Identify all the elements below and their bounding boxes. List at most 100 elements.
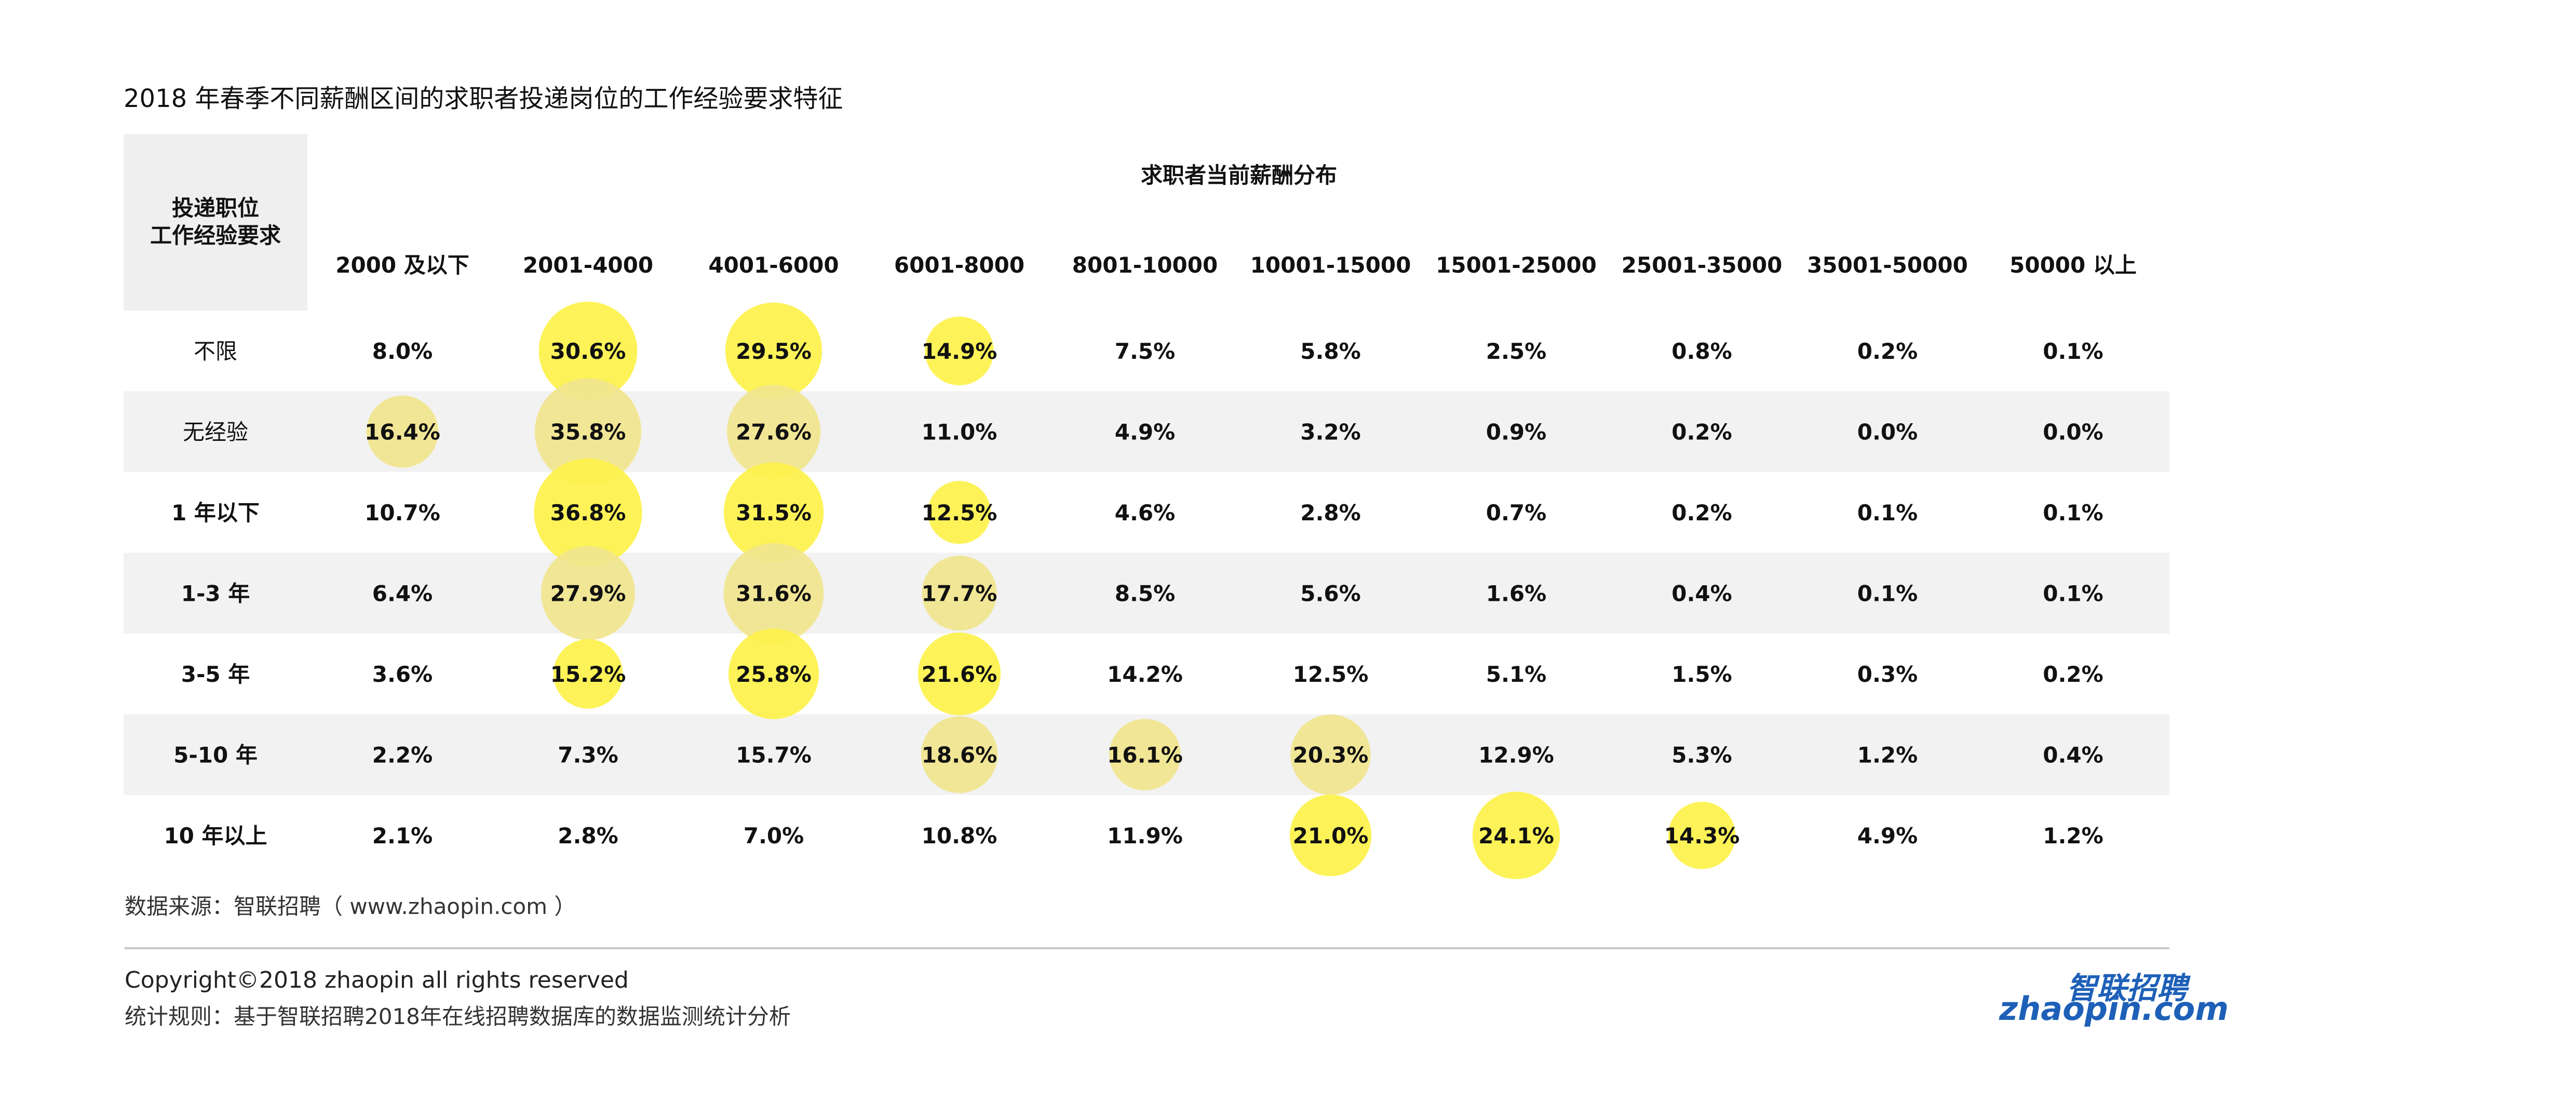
value-label: 31.5% — [736, 500, 812, 526]
row-label: 10 年以上 — [164, 823, 267, 849]
bubble — [538, 301, 638, 400]
value-label: 14.9% — [922, 339, 997, 364]
value-label: 30.6% — [550, 339, 626, 364]
value-label: 24.1% — [1478, 823, 1554, 849]
column-header: 6001-8000 — [894, 252, 1024, 278]
value-label: 0.0% — [1857, 419, 1918, 445]
value-label: 0.1% — [2043, 581, 2103, 606]
value-label: 5.1% — [1486, 662, 1546, 687]
value-label: 1.6% — [1486, 581, 1546, 606]
bubble — [728, 628, 819, 719]
value-label: 15.2% — [550, 662, 626, 687]
value-label: 7.0% — [744, 823, 804, 849]
value-label: 31.6% — [736, 581, 812, 606]
value-label: 27.9% — [550, 581, 626, 606]
value-label: 8.0% — [372, 339, 433, 364]
row-label: 不限 — [194, 339, 237, 364]
value-label: 14.3% — [1664, 823, 1740, 849]
value-label: 12.9% — [1478, 742, 1554, 768]
value-label: 0.2% — [1671, 500, 1732, 526]
bubble — [927, 481, 991, 544]
value-label: 0.1% — [1857, 581, 1918, 606]
value-label: 0.1% — [2043, 500, 2103, 526]
bubble — [921, 716, 998, 793]
logo-en-text: zhaopin.com — [1999, 990, 2229, 1028]
value-label: 10.7% — [365, 500, 440, 526]
zhaopin-logo: 智联招聘 zhaopin.com — [1999, 964, 2229, 1045]
row-header-cell — [124, 134, 307, 311]
value-label: 0.3% — [1857, 662, 1918, 687]
bubble — [725, 302, 822, 399]
value-label: 0.2% — [1671, 419, 1732, 445]
bubble — [925, 316, 994, 385]
column-headers: 2000 及以下 2001-4000 4001-6000 6001-8000 8001-… — [335, 252, 2137, 278]
value-label: 2.8% — [558, 823, 618, 849]
value-label: 5.6% — [1300, 581, 1360, 606]
bubble — [1290, 715, 1371, 795]
bubble — [1668, 801, 1736, 869]
value-label: 36.8% — [550, 500, 626, 526]
column-header: 8001-10000 — [1072, 252, 1218, 278]
value-label: 21.0% — [1293, 823, 1369, 849]
column-header: 50000 以上 — [2009, 252, 2137, 278]
value-label: 8.5% — [1115, 581, 1175, 606]
value-label: 4.6% — [1115, 500, 1175, 526]
value-label: 2.2% — [372, 742, 433, 768]
bubble — [534, 378, 642, 485]
row-header-line-1: 投递职位 — [172, 195, 259, 221]
row-label: 1-3 年 — [181, 581, 250, 606]
value-label: 29.5% — [736, 339, 812, 364]
value-label: 2.1% — [372, 823, 433, 849]
column-header: 10001-15000 — [1250, 252, 1411, 278]
value-label: 0.8% — [1671, 339, 1732, 364]
value-label: 0.1% — [1857, 500, 1918, 526]
row-header-line-2: 工作经验要求 — [150, 223, 281, 248]
bubble — [553, 639, 623, 709]
value-label: 0.9% — [1486, 419, 1546, 445]
value-label: 5.3% — [1671, 742, 1732, 768]
value-label: 14.2% — [1107, 662, 1183, 687]
value-label: 16.1% — [1107, 742, 1183, 768]
value-label: 10.8% — [922, 823, 997, 849]
value-label: 0.4% — [2043, 742, 2103, 768]
value-label: 15.7% — [736, 742, 812, 768]
value-label: 7.5% — [1115, 339, 1175, 364]
column-header: 2001-4000 — [523, 252, 653, 278]
value-label: 27.6% — [736, 419, 812, 445]
value-label: 2.5% — [1486, 339, 1546, 364]
column-header: 15001-25000 — [1436, 252, 1597, 278]
column-header: 2000 及以下 — [335, 252, 469, 278]
value-label: 16.4% — [365, 419, 440, 445]
row-label: 无经验 — [183, 419, 248, 445]
value-label: 11.9% — [1107, 823, 1183, 849]
value-label: 18.6% — [922, 742, 997, 768]
column-header: 25001-35000 — [1622, 252, 1783, 278]
value-label: 3.2% — [1300, 419, 1360, 445]
bubble — [366, 395, 439, 468]
value-label: 6.4% — [372, 581, 433, 606]
column-group-label: 求职者当前薪酬分布 — [1141, 163, 1337, 188]
bubble — [918, 632, 1001, 716]
value-label: 20.3% — [1293, 742, 1369, 768]
logo-cn-text: 智联招聘 — [2067, 971, 2188, 1006]
bubble — [541, 546, 636, 640]
column-header: 35001-50000 — [1807, 252, 1968, 278]
value-label: 17.7% — [922, 581, 997, 606]
data-source: 数据来源：智联招聘（ www.zhaopin.com ） — [125, 894, 576, 919]
value-cells: 8.0% 30.6% 29.5% 14.9% 7.5% 5.8% 2.5% 0.8% 0.2% 0… — [365, 339, 2103, 849]
chart-title: 2018 年春季不同薪酬区间的求职者投递岗位的工作经验要求特征 — [124, 84, 843, 113]
value-label: 0.2% — [2043, 662, 2103, 687]
value-label: 11.0% — [922, 419, 997, 445]
row-stripe — [124, 391, 2169, 472]
row-label: 1 年以下 — [171, 500, 260, 526]
value-label: 7.3% — [558, 742, 618, 768]
bubble — [723, 543, 824, 643]
value-label: 35.8% — [550, 419, 626, 445]
column-header: 4001-6000 — [708, 252, 839, 278]
statistics-rule: 统计规则：基于智联招聘2018年在线招聘数据库的数据监测统计分析 — [125, 1004, 791, 1029]
value-label: 1.2% — [2043, 823, 2103, 849]
value-label: 12.5% — [922, 500, 997, 526]
value-label: 25.8% — [736, 662, 812, 687]
